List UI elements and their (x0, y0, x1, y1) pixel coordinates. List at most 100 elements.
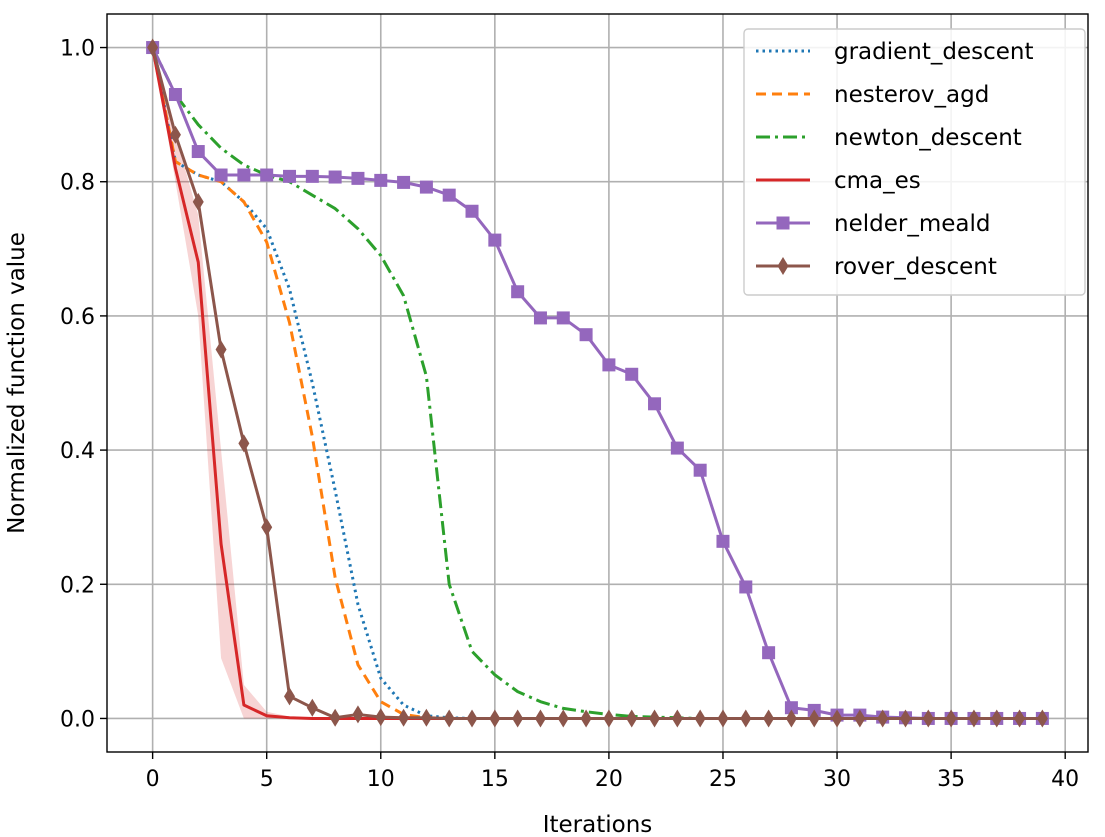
rover_descent-point (192, 192, 204, 211)
rover_descent-point (1014, 709, 1026, 728)
y-ticks: 0.0 0.2 0.4 0.6 0.8 1.0 (60, 37, 107, 732)
rover_descent-point (785, 709, 797, 728)
nelder_meald-point (214, 168, 228, 182)
legend-label: nesterov_agd (834, 82, 989, 108)
legend-label: cma_es (834, 168, 921, 194)
nelder_meald-point (670, 441, 684, 455)
series-layer (146, 38, 1049, 728)
y-tick-label: 0.8 (60, 171, 95, 196)
legend-item: cma_es (756, 168, 921, 194)
rover_descent-point (991, 709, 1003, 728)
rover_descent-point (968, 709, 980, 728)
rover_descent-point (420, 708, 432, 727)
legend-label: nelder_meald (834, 211, 990, 237)
nelder_meald-point (168, 88, 182, 102)
y-tick-label: 1.0 (60, 37, 95, 62)
nelder_meald-point (351, 171, 365, 185)
nelder_meald-point (602, 358, 616, 372)
nelder_meald-point (442, 188, 456, 202)
legend-item: nelder_meald (756, 211, 990, 237)
rover_descent-point (466, 709, 478, 728)
x-tick-label: 5 (260, 767, 274, 792)
series-gradient_descent (151, 47, 1043, 720)
legend-marker (776, 216, 790, 230)
rover_descent-point (147, 38, 159, 57)
nelder_meald-point (693, 463, 707, 477)
rover_descent-point (238, 434, 250, 453)
nelder_meald-point (419, 180, 433, 194)
legend-item: nesterov_agd (756, 82, 989, 108)
y-axis-label: Normalized function value (4, 232, 30, 534)
nelder_meald-point (579, 328, 593, 342)
rover_descent-point (899, 709, 911, 728)
x-tick-label: 35 (937, 767, 965, 792)
legend-item: rover_descent (756, 254, 997, 280)
nelder_meald-point (716, 534, 730, 548)
rover_descent-point (306, 698, 318, 717)
nelder_meald-point (511, 285, 525, 299)
x-tick-label: 0 (146, 767, 160, 792)
nelder_meald-point (556, 311, 570, 325)
rover_descent-point (443, 709, 455, 728)
nelder_meald-point (191, 145, 205, 159)
rover_descent-point (671, 709, 683, 728)
rover_descent-point (580, 709, 592, 728)
legend-marker (777, 257, 789, 275)
rover_descent-point (375, 708, 387, 727)
rover_descent-point (352, 705, 364, 724)
rover_descent-point (763, 709, 775, 728)
nelder_meald-point (762, 646, 776, 660)
x-tick-label: 15 (481, 767, 509, 792)
series-rover_descent (147, 38, 1048, 728)
legend-label: newton_descent (834, 125, 1022, 151)
legend-label: rover_descent (834, 254, 997, 280)
rover_descent-point (922, 709, 934, 728)
rover_descent-point (626, 709, 638, 728)
nelder_meald-point (465, 204, 479, 218)
rover_descent-point (489, 709, 501, 728)
rover_descent-point (649, 709, 661, 728)
nelder_meald-point (397, 175, 411, 189)
rover_descent-point (261, 518, 273, 537)
rover_descent-point (603, 709, 615, 728)
nelder_meald-point (488, 233, 502, 247)
legend: gradient_descent nesterov_agd newton_desce… (743, 28, 1086, 296)
nelder_meald-point (305, 169, 319, 183)
rover_descent-point (169, 125, 181, 144)
nelder_meald-point (648, 397, 662, 411)
nelder_meald-point (374, 173, 388, 187)
nelder_meald-point (283, 169, 297, 183)
x-tick-label: 25 (709, 767, 737, 792)
y-tick-label: 0.2 (60, 573, 95, 598)
y-tick-label: 0.6 (60, 305, 95, 330)
nelder_meald-point (784, 701, 798, 715)
rover_descent-point (1036, 709, 1048, 728)
plot-frame (106, 13, 1089, 753)
rover_descent-point (512, 709, 524, 728)
rover_descent-point (329, 708, 341, 727)
rover_descent-point (284, 687, 296, 706)
legend-label: gradient_descent (834, 39, 1034, 65)
rover_descent-point (808, 709, 820, 728)
x-ticks: 0 5 10 15 20 25 30 35 40 (146, 752, 1079, 792)
x-tick-label: 40 (1051, 767, 1079, 792)
nelder_meald-point (237, 168, 251, 182)
x-tick-label: 30 (823, 767, 851, 792)
nelder_meald-point (625, 367, 639, 381)
x-tick-label: 10 (367, 767, 395, 792)
rover_descent-point (740, 709, 752, 728)
rover_descent-line (151, 47, 1043, 720)
rover_descent-point (831, 709, 843, 728)
rover_descent-point (215, 340, 227, 359)
nelder_meald-point (533, 311, 547, 325)
nelder_meald-point (328, 170, 342, 184)
rover_descent-point (398, 708, 410, 727)
x-tick-label: 20 (595, 767, 623, 792)
rover_descent-point (534, 709, 546, 728)
rover_descent-point (717, 709, 729, 728)
legend-box (743, 28, 1086, 296)
y-tick-label: 0.0 (60, 707, 95, 732)
gradient_descent-line (151, 47, 1043, 720)
rover_descent-point (945, 709, 957, 728)
